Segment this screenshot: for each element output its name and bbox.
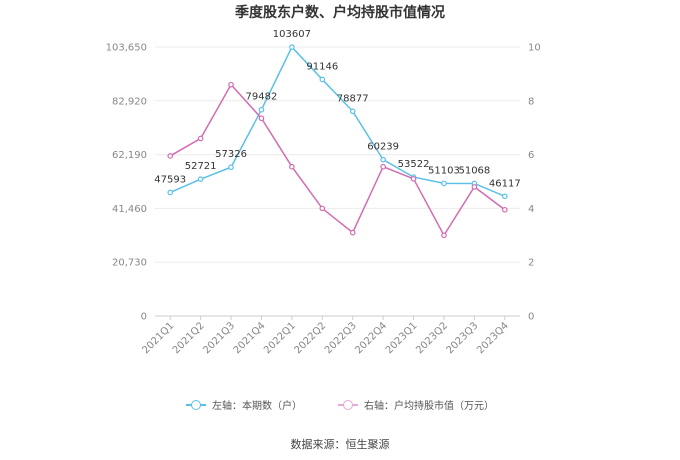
point-households bbox=[441, 180, 447, 187]
point-avg-value bbox=[228, 81, 234, 88]
point-avg-value bbox=[380, 163, 386, 170]
legend-swatch-households bbox=[186, 399, 206, 410]
left-tick-label: 82,920 bbox=[112, 96, 147, 107]
data-label-households: 79482 bbox=[246, 92, 278, 103]
legend: 左轴：本期数（户） 右轴：户均持股市值（万元） bbox=[0, 397, 680, 412]
x-tick-label: 2021Q4 bbox=[232, 320, 268, 356]
data-label-households: 52721 bbox=[185, 161, 217, 172]
left-tick-label: 20,730 bbox=[112, 258, 147, 269]
point-households bbox=[167, 189, 174, 196]
point-avg-value bbox=[167, 153, 174, 159]
right-axis-ticks: 0 2 4 6 8 10 bbox=[528, 43, 541, 323]
legend-label-avg-value: 右轴：户均持股市值（万元） bbox=[364, 401, 494, 412]
data-label-households: 91146 bbox=[306, 61, 338, 72]
data-label-households: 57326 bbox=[215, 149, 247, 160]
left-tick-label: 41,460 bbox=[112, 204, 147, 215]
data-label-households: 51068 bbox=[458, 165, 490, 176]
data-label-households: 46117 bbox=[489, 178, 521, 189]
x-tick-label: 2022Q3 bbox=[323, 320, 359, 356]
x-tick-label: 2021Q1 bbox=[140, 320, 176, 356]
x-tick-label: 2023Q2 bbox=[414, 320, 450, 356]
series-line-households bbox=[169, 45, 506, 198]
point-households bbox=[501, 193, 508, 200]
left-tick-label: 62,190 bbox=[112, 150, 147, 161]
point-households bbox=[380, 156, 386, 163]
point-avg-value bbox=[410, 176, 417, 182]
point-avg-value bbox=[289, 163, 295, 170]
point-households bbox=[289, 44, 295, 50]
point-households bbox=[319, 76, 326, 83]
chart-title: 季度股东户数、户均持股市值情况 bbox=[235, 5, 445, 21]
left-tick-label: 103,650 bbox=[106, 43, 147, 54]
point-avg-value bbox=[349, 229, 356, 236]
x-tick-label: 2021Q2 bbox=[171, 320, 207, 356]
point-avg-value bbox=[501, 206, 508, 213]
point-households bbox=[258, 106, 265, 113]
point-avg-value bbox=[197, 135, 204, 142]
legend-item-households[interactable]: 左轴：本期数（户） bbox=[186, 397, 302, 412]
series-lines bbox=[167, 44, 508, 239]
data-label-households: 103607 bbox=[273, 29, 311, 40]
x-tick-label: 2022Q1 bbox=[262, 320, 298, 356]
series-line-avg-value bbox=[169, 83, 506, 237]
grid-lines bbox=[155, 46, 520, 317]
data-label-households: 51103 bbox=[428, 165, 460, 176]
data-label-households: 47593 bbox=[154, 174, 186, 185]
point-avg-value bbox=[258, 115, 265, 122]
legend-swatch-avg-value bbox=[338, 399, 358, 410]
point-households bbox=[228, 164, 234, 171]
x-tick-label: 2023Q1 bbox=[384, 320, 420, 356]
right-tick-label: 0 bbox=[528, 312, 534, 323]
x-tick-label: 2023Q4 bbox=[475, 320, 511, 356]
data-source: 数据来源：恒生聚源 bbox=[290, 438, 390, 451]
right-tick-label: 6 bbox=[528, 150, 534, 161]
point-avg-value bbox=[441, 232, 447, 239]
left-tick-label: 0 bbox=[141, 312, 147, 323]
x-tick-label: 2023Q3 bbox=[445, 320, 481, 356]
data-label-households: 78877 bbox=[337, 93, 369, 104]
left-axis-ticks: 0 20,730 41,460 62,190 82,920 103,650 bbox=[106, 43, 147, 323]
x-tick-label: 2021Q3 bbox=[201, 320, 237, 356]
x-tick-label: 2022Q4 bbox=[353, 320, 389, 356]
data-label-households: 53522 bbox=[398, 159, 430, 170]
right-tick-label: 10 bbox=[528, 43, 541, 54]
right-tick-label: 4 bbox=[528, 204, 534, 215]
point-avg-value bbox=[319, 205, 326, 212]
x-axis-ticks: 2021Q12021Q22021Q32021Q42022Q12022Q22022… bbox=[140, 316, 511, 356]
data-label-households: 60239 bbox=[367, 142, 399, 153]
right-tick-label: 2 bbox=[528, 258, 534, 269]
legend-label-households: 左轴：本期数（户） bbox=[212, 401, 302, 412]
x-tick-label: 2022Q2 bbox=[293, 320, 329, 356]
right-tick-label: 8 bbox=[528, 96, 534, 107]
point-avg-value bbox=[471, 184, 478, 190]
legend-item-avg-value[interactable]: 右轴：户均持股市值（万元） bbox=[338, 397, 494, 412]
point-households bbox=[197, 176, 204, 182]
point-households bbox=[349, 108, 356, 115]
chart-plot: 0 20,730 41,460 62,190 82,920 103,650 0 2 4 6 8 10… bbox=[106, 29, 541, 356]
